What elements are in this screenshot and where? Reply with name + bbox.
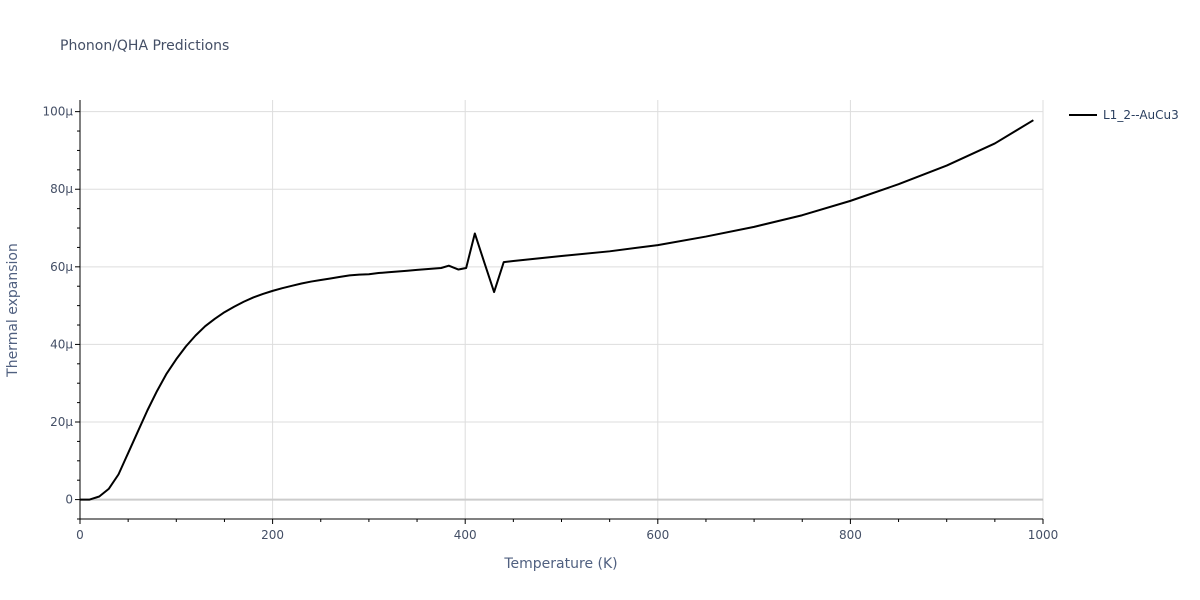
y-tick-label: 0 — [65, 493, 73, 507]
y-tick-label: 40μ — [50, 337, 73, 351]
y-tick-label: 60μ — [50, 260, 73, 274]
legend-label: L1_2--AuCu3 — [1103, 108, 1179, 122]
y-axis-title: Thermal expansion — [5, 243, 21, 378]
x-tick-label: 1000 — [1028, 528, 1059, 542]
y-tick-label: 20μ — [50, 415, 73, 429]
chart-title: Phonon/QHA Predictions — [60, 38, 229, 54]
x-tick-label: 600 — [646, 528, 669, 542]
y-tick-label: 80μ — [50, 182, 73, 196]
x-tick-label: 0 — [76, 528, 84, 542]
x-tick-label: 400 — [454, 528, 477, 542]
plot-area — [80, 119, 1034, 501]
series-line[interactable] — [80, 119, 1034, 501]
axes — [79, 100, 1043, 520]
x-tick-label: 200 — [261, 528, 284, 542]
grid — [80, 100, 1044, 519]
x-tick-label: 800 — [839, 528, 862, 542]
legend[interactable]: L1_2--AuCu3 — [1069, 108, 1179, 122]
y-tick-label: 100μ — [42, 105, 73, 119]
x-axis-ticks: 0 200 400 600 800 1000 — [76, 519, 1058, 542]
y-axis-ticks: 0 20μ 40μ 60μ 80μ 100μ — [42, 105, 80, 520]
x-axis-title: Temperature (K) — [503, 556, 617, 572]
